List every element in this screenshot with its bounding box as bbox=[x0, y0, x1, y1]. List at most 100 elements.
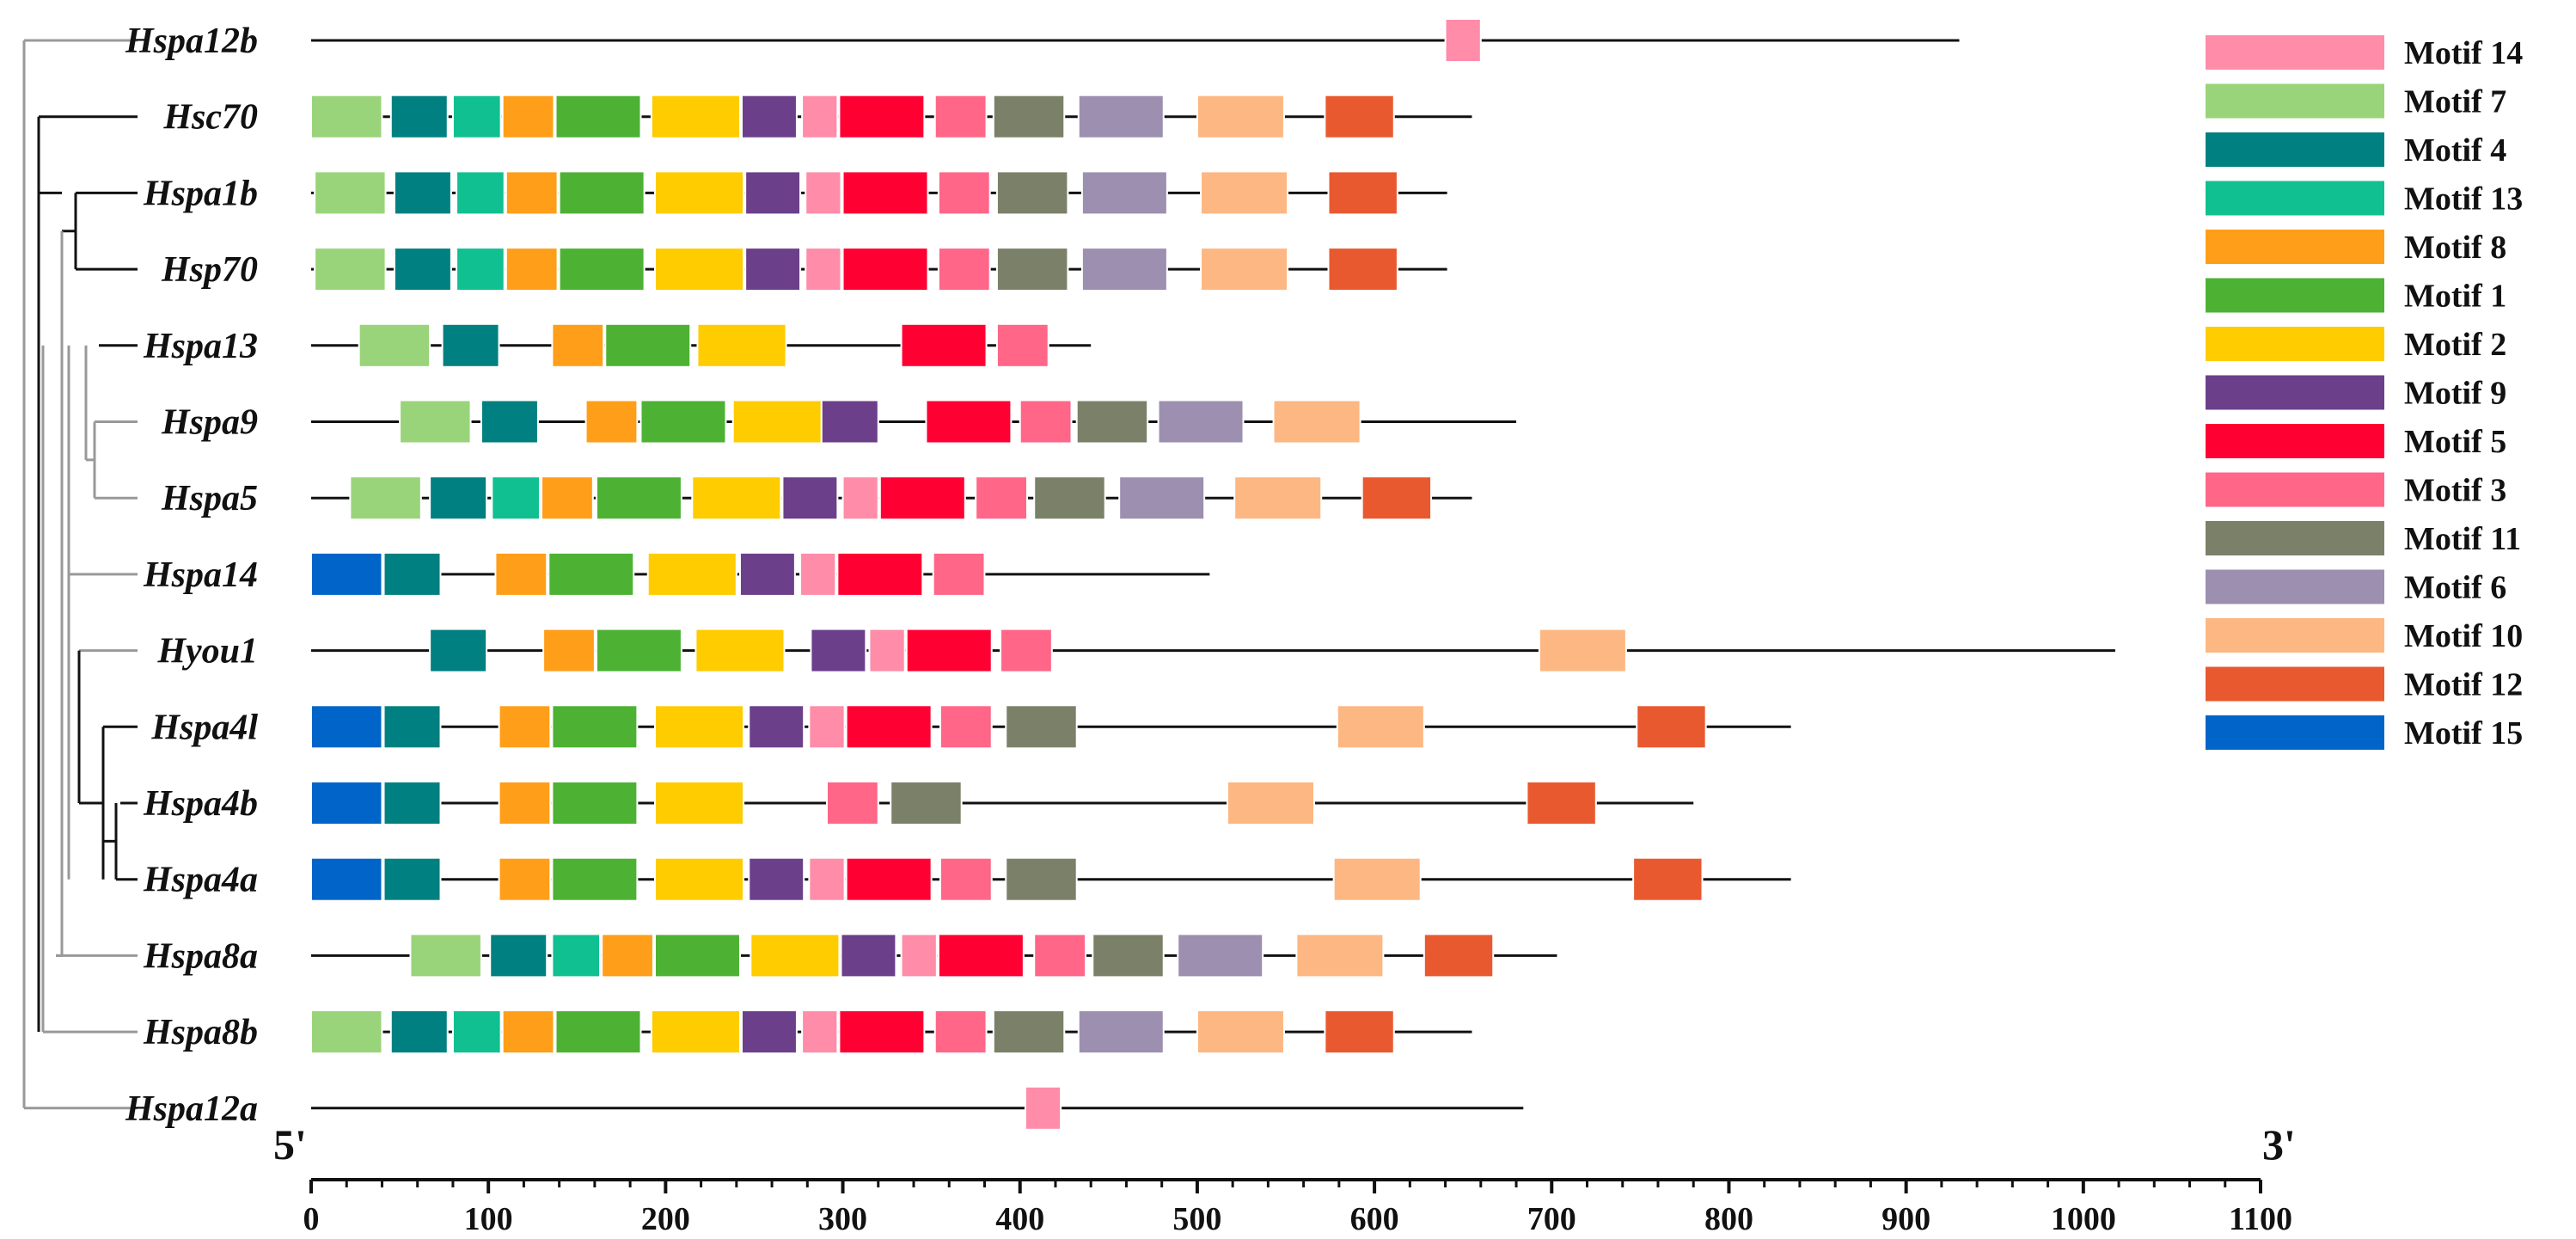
motif-3-box bbox=[939, 856, 993, 902]
legend-swatch bbox=[2204, 276, 2386, 315]
motif-14-box bbox=[1444, 18, 1482, 63]
motif-5-box bbox=[838, 94, 926, 139]
legend-label: Motif 7 bbox=[2404, 84, 2506, 120]
motif-14-box bbox=[808, 704, 846, 750]
motif-1-box bbox=[551, 856, 639, 902]
legend-item: Motif 11 bbox=[2204, 519, 2521, 557]
gene-label: Hspa4b bbox=[143, 784, 258, 824]
legend-label: Motif 11 bbox=[2404, 521, 2521, 557]
motif-8-box bbox=[551, 322, 605, 368]
legend-swatch bbox=[2204, 714, 2386, 751]
motif-10-box bbox=[1336, 704, 1425, 750]
motif-5-box bbox=[841, 247, 929, 292]
motif-2-box bbox=[650, 94, 741, 139]
motif-9-box bbox=[840, 933, 897, 978]
motif-12-box bbox=[1361, 475, 1433, 521]
legend-label: Motif 14 bbox=[2404, 35, 2523, 71]
legend-swatch bbox=[2204, 616, 2386, 654]
motif-8-box bbox=[498, 856, 552, 902]
motif-6-box bbox=[1077, 1009, 1165, 1055]
legend-item: Motif 1 bbox=[2204, 276, 2506, 315]
motif-7-box bbox=[314, 170, 387, 216]
motif-11-box bbox=[1033, 475, 1106, 521]
motif-11-box bbox=[1005, 704, 1078, 750]
motif-4-box bbox=[389, 1009, 449, 1055]
legend-swatch bbox=[2204, 519, 2386, 557]
legend-label: Motif 1 bbox=[2404, 279, 2506, 315]
motif-5-box bbox=[937, 933, 1025, 978]
motif-6-box bbox=[1177, 933, 1264, 978]
axis-tick-label: 500 bbox=[1172, 1201, 1221, 1237]
axis-tick-label: 700 bbox=[1527, 1201, 1576, 1237]
legend-swatch bbox=[2204, 422, 2386, 460]
motif-14-box bbox=[805, 247, 842, 292]
motif-2-box bbox=[653, 704, 745, 750]
motif-10-box bbox=[1332, 856, 1422, 902]
legend-item: Motif 3 bbox=[2204, 470, 2506, 509]
gene-row-hspa14 bbox=[310, 551, 1210, 597]
legend-swatch bbox=[2204, 179, 2386, 218]
axis-end-label: 3' bbox=[2262, 1120, 2296, 1168]
motif-3-box bbox=[1000, 628, 1053, 673]
motif-12-box bbox=[1636, 704, 1707, 750]
motif-12-box bbox=[1324, 1009, 1395, 1055]
motif-3-box bbox=[937, 170, 991, 216]
gene-row-hspa5 bbox=[311, 475, 1472, 521]
motif-5-box bbox=[845, 856, 933, 902]
motif-1-box bbox=[548, 551, 635, 597]
motif-13-box bbox=[551, 933, 602, 978]
motif-5-box bbox=[925, 399, 1013, 445]
motif-8-box bbox=[584, 399, 639, 445]
motif-15-box bbox=[310, 551, 383, 597]
legend-label: Motif 2 bbox=[2404, 327, 2506, 363]
motif-4-box bbox=[429, 475, 488, 521]
motif-4-box bbox=[393, 170, 452, 216]
motif-4-box bbox=[382, 856, 442, 902]
motif-3-box bbox=[1019, 399, 1073, 445]
motif-8-box bbox=[498, 704, 552, 750]
motif-1-box bbox=[595, 475, 682, 521]
motif-8-box bbox=[501, 94, 555, 139]
motif-2-box bbox=[653, 856, 745, 902]
motif-6-box bbox=[1080, 247, 1168, 292]
legend-swatch bbox=[2204, 470, 2386, 509]
motif-1-box bbox=[653, 933, 741, 978]
motif-15-box bbox=[310, 704, 383, 750]
motif-8-box bbox=[601, 933, 654, 978]
gene-row-hspa12a bbox=[311, 1085, 1524, 1131]
gene-label: Hspa5 bbox=[161, 479, 258, 518]
motif-3-box bbox=[933, 94, 988, 139]
motif-2-box bbox=[646, 551, 737, 597]
legend-swatch bbox=[2204, 665, 2386, 703]
motif-4-box bbox=[382, 704, 442, 750]
motif-2-box bbox=[731, 399, 823, 445]
motif-2-box bbox=[691, 475, 782, 521]
legend-item: Motif 15 bbox=[2204, 714, 2523, 751]
axis-tick-label: 300 bbox=[818, 1201, 867, 1237]
legend-swatch bbox=[2204, 82, 2386, 120]
motif-14-box bbox=[799, 551, 837, 597]
legend-swatch bbox=[2204, 325, 2386, 363]
motif-1-box bbox=[595, 628, 682, 673]
motif-3-box bbox=[825, 781, 879, 825]
motif-9-box bbox=[744, 247, 802, 292]
motif-7-box bbox=[409, 933, 482, 978]
legend-label: Motif 9 bbox=[2404, 376, 2506, 412]
motif-10-box bbox=[1226, 781, 1315, 825]
motif-legend: Motif 14 Motif 7 Motif 4 Motif 13 Motif 8 Mot… bbox=[2204, 34, 2523, 751]
motif-14-box bbox=[805, 170, 842, 216]
legend-label: Motif 13 bbox=[2404, 181, 2523, 218]
motif-9-box bbox=[748, 856, 805, 902]
motif-7-box bbox=[358, 322, 431, 368]
axis-tick-label: 400 bbox=[995, 1201, 1044, 1237]
axis-tick-label: 100 bbox=[464, 1201, 513, 1237]
gene-label: Hspa9 bbox=[161, 403, 258, 443]
motif-8-box bbox=[501, 1009, 555, 1055]
motif-4-box bbox=[441, 322, 500, 368]
legend-label: Motif 4 bbox=[2404, 132, 2506, 169]
motif-7-box bbox=[310, 1009, 383, 1055]
legend-item: Motif 7 bbox=[2204, 82, 2506, 120]
legend-item: Motif 13 bbox=[2204, 179, 2523, 218]
motif-12-box bbox=[1423, 933, 1495, 978]
motif-6-box bbox=[1080, 170, 1168, 216]
